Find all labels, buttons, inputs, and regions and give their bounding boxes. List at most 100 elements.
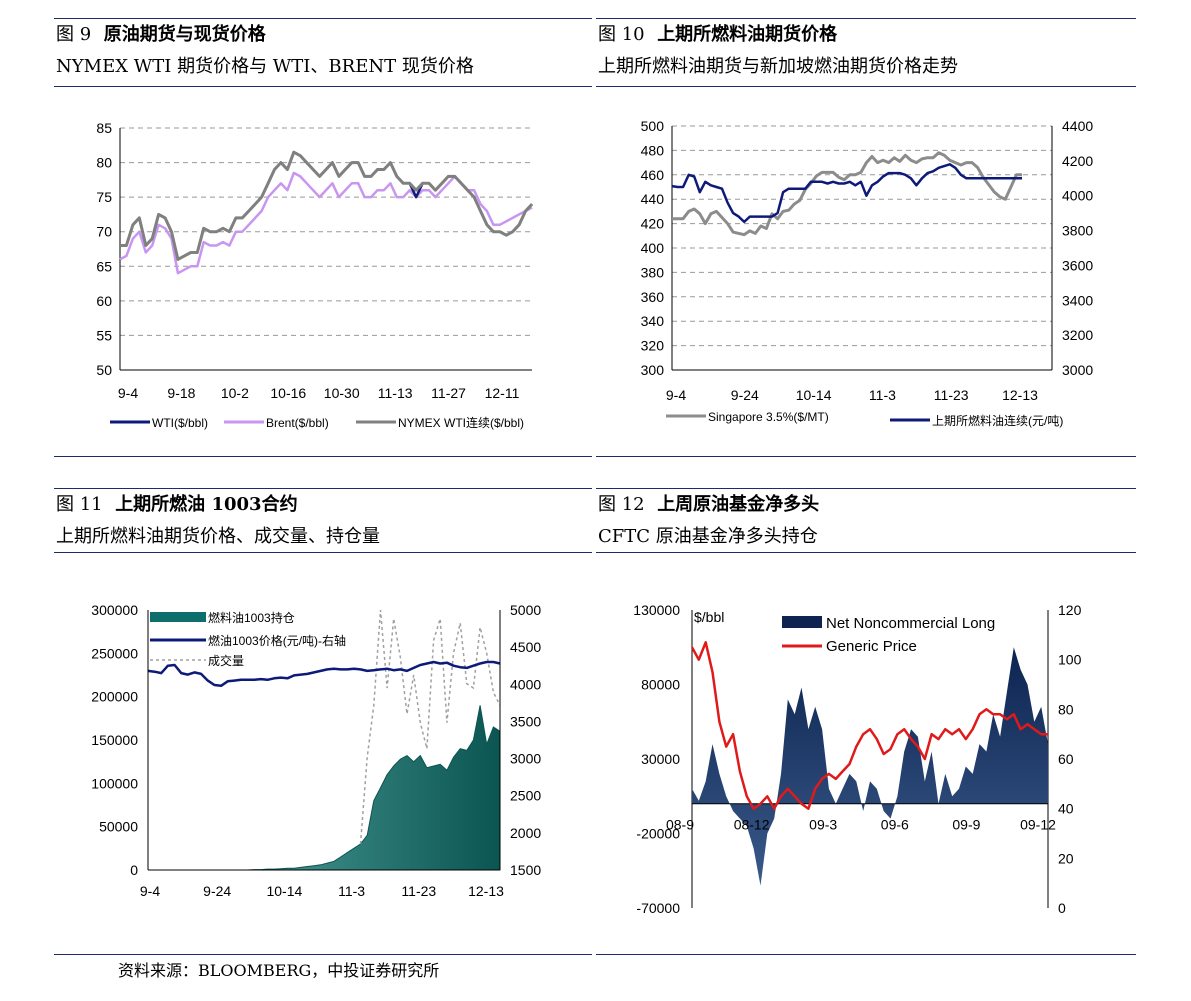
- fig12-y-tick: 130000: [633, 602, 680, 618]
- fig11-y-tick: 100000: [91, 775, 138, 791]
- fig9-x-tick: 10-16: [270, 385, 306, 401]
- fig9-x-tick: 10-30: [324, 385, 360, 401]
- fig9-y-tick: 70: [96, 224, 112, 240]
- fig12-y2-tick: 120: [1058, 602, 1082, 618]
- source-footer: 资料来源：BLOOMBERG，中投证券研究所: [118, 961, 440, 980]
- panel-10-title: 图 10 上期所燃料油期货价格: [598, 24, 837, 46]
- rule-sub-left-1: [54, 86, 592, 87]
- fig10-y2-tick: 3200: [1062, 327, 1093, 343]
- fig12-y2-tick: 20: [1058, 850, 1074, 866]
- fig11-y2-tick: 2500: [510, 788, 541, 804]
- fig10-y2-tick: 4200: [1062, 153, 1093, 169]
- fig12-y-tick: 30000: [641, 751, 680, 767]
- rule-mid-left: [54, 456, 592, 457]
- fig11-y-tick: 50000: [99, 819, 138, 835]
- fig10-y-tick: 360: [641, 289, 665, 305]
- fig10-y-tick: 480: [641, 142, 665, 158]
- fig9-y-tick: 75: [96, 189, 112, 205]
- fig9-x-tick: 11-27: [431, 385, 466, 401]
- fig11-y2-tick: 2000: [510, 825, 541, 841]
- fig10-x-tick: 9-24: [731, 387, 759, 403]
- fig12-legend-label: Net Noncommercial Long: [826, 615, 995, 632]
- fig11-y2-tick: 3000: [510, 751, 541, 767]
- fig12-y-unit: $/bbl: [694, 609, 724, 625]
- fig11-y2-tick: 5000: [510, 602, 541, 618]
- chart-fig9: 50 55 60 65 70 75 80 85 9-4 9-18 10-2 10-16 10-30 11-…: [96, 120, 534, 430]
- rule-bottom-left: [54, 954, 592, 955]
- panel-9-title: 图 9 原油期货与现货价格: [56, 24, 266, 46]
- fig11-y2-tick: 3500: [510, 713, 541, 729]
- fig12-x-tick: 08-12: [734, 817, 770, 833]
- panel-11-heading-bold: 1003: [211, 494, 262, 515]
- fig12-y2-tick: 40: [1058, 801, 1074, 817]
- fig9-x-tick: 11-13: [378, 385, 413, 401]
- fig12-y2-tick: 80: [1058, 701, 1074, 717]
- chart-fig12: -70000 -20000 30000 80000 130000 0 20 40 60 80 100…: [633, 602, 1082, 916]
- fig10-x-tick: 9-4: [666, 387, 686, 403]
- fig11-x-tick: 9-24: [203, 883, 231, 899]
- fig11-y-tick: 200000: [91, 689, 138, 705]
- fig12-series-price: [690, 641, 1048, 810]
- fig11-y-tick: 0: [130, 862, 138, 878]
- fig10-legend-label: 上期所燃料油连续(元/吨): [932, 413, 1063, 428]
- fig11-y-tick: 300000: [91, 602, 138, 618]
- fig12-y-tick: 80000: [641, 677, 680, 693]
- fig12-y2-tick: 100: [1058, 652, 1082, 668]
- fig10-y-tick: 380: [641, 264, 665, 280]
- rule-sub-right-1: [596, 86, 1136, 87]
- fig9-y-tick: 55: [96, 327, 112, 343]
- fig9-legend-label: NYMEX WTI连续($/bbl): [398, 415, 524, 430]
- rule-top-left: [54, 18, 592, 19]
- fig11-x-tick: 11-3: [338, 883, 365, 899]
- fig9-x-tick: 9-4: [118, 385, 138, 401]
- panel-9-subtitle: NYMEX WTI 期货价格与 WTI、BRENT 现货价格: [56, 56, 474, 77]
- fig11-series-price: [147, 660, 501, 688]
- panel-9-heading: 原油期货与现货价格: [103, 24, 266, 45]
- panel-11-subtitle: 上期所燃料油期货价格、成交量、持仓量: [56, 526, 380, 547]
- fig11-x-tick: 12-13: [468, 883, 504, 899]
- fig10-y-tick: 300: [641, 362, 665, 378]
- panel-12-title: 图 12 上周原油基金净多头: [598, 494, 819, 516]
- fig12-x-tick: 09-6: [881, 817, 909, 833]
- rule-mid-right: [596, 456, 1136, 457]
- fig10-y-tick: 460: [641, 167, 665, 183]
- panel-11-fig: 图 11: [56, 494, 103, 515]
- fig10-series-singapore: [672, 151, 1022, 237]
- fig11-y2-tick: 1500: [510, 862, 541, 878]
- fig12-y-tick: -20000: [636, 826, 680, 842]
- fig10-y-tick: 320: [641, 338, 665, 354]
- fig10-y-tick: 420: [641, 216, 665, 232]
- fig12-y-tick: -70000: [636, 900, 680, 916]
- fig10-y-tick: 400: [641, 240, 665, 256]
- rule-sub-right-2: [596, 552, 1136, 553]
- fig10-y2-tick: 4400: [1062, 118, 1093, 134]
- fig11-series-open-interest: [148, 705, 501, 871]
- rule-top2-right: [596, 488, 1136, 489]
- fig10-x-tick: 11-3: [869, 387, 896, 403]
- panel-12-heading: 上周原油基金净多头: [657, 494, 820, 515]
- fig11-x-tick: 9-4: [140, 883, 160, 899]
- fig9-y-tick: 50: [96, 362, 112, 378]
- panel-12-subtitle: CFTC 原油基金净多头持仓: [598, 526, 818, 547]
- fig11-y2-tick: 4500: [510, 639, 541, 655]
- fig11-x-tick: 11-23: [401, 883, 436, 899]
- panel-10-subtitle: 上期所燃料油期货与新加坡燃油期货价格走势: [598, 56, 958, 77]
- rule-sub-left-2: [54, 552, 592, 553]
- fig12-y2-tick: 60: [1058, 751, 1074, 767]
- fig11-x-tick: 10-14: [266, 883, 302, 899]
- fig10-legend-label: Singapore 3.5%($/MT): [708, 410, 829, 424]
- fig12-legend-label: Generic Price: [826, 638, 917, 655]
- fig10-x-tick: 12-13: [1002, 387, 1038, 403]
- fig10-y2-tick: 3000: [1062, 362, 1093, 378]
- panel-11-heading-suffix: 合约: [261, 494, 298, 515]
- fig9-y-tick: 65: [96, 258, 112, 274]
- fig9-y-tick: 60: [96, 293, 112, 309]
- fig10-x-tick: 11-23: [934, 387, 969, 403]
- fig12-legend-swatch: [782, 616, 822, 628]
- fig11-y2-tick: 4000: [510, 676, 541, 692]
- fig10-y2-tick: 3600: [1062, 257, 1093, 273]
- fig11-y-tick: 150000: [91, 732, 138, 748]
- fig12-x-tick: 09-12: [1020, 817, 1056, 833]
- fig12-y2-tick: 0: [1058, 900, 1066, 916]
- panel-10-heading: 上期所燃料油期货价格: [657, 24, 838, 45]
